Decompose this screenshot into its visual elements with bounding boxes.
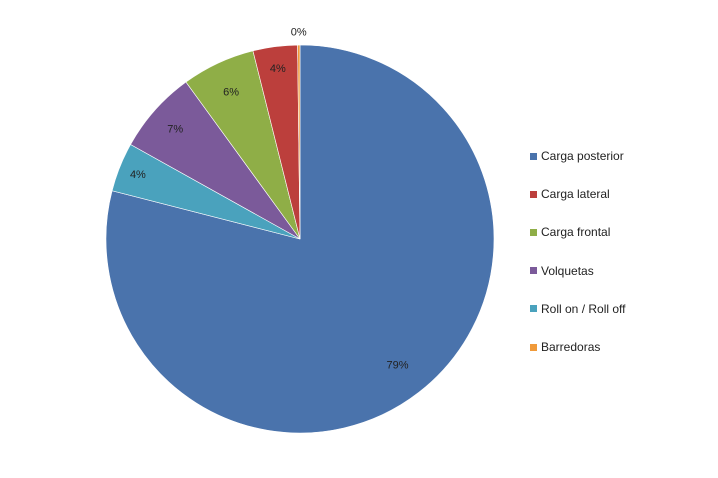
pie-data-label: 4% (130, 169, 146, 181)
pie-data-label: 0% (291, 26, 307, 38)
pie-data-label: 7% (167, 123, 183, 135)
legend-swatch (530, 343, 537, 351)
chart-legend: Carga posterior Carga lateral Carga fronta… (530, 137, 710, 366)
legend-swatch (530, 228, 537, 236)
pie-data-label: 79% (386, 360, 408, 372)
legend-label: Volquetas (541, 263, 594, 278)
legend-label: Carga frontal (541, 225, 611, 240)
legend-item: Volquetas (530, 252, 710, 290)
legend-swatch (530, 190, 537, 198)
legend-item: Carga frontal (530, 213, 710, 251)
legend-label: Barredoras (541, 340, 601, 355)
legend-swatch (530, 305, 537, 313)
pie-labels: 79% 4% 7% 6% 4% 0% (130, 26, 409, 371)
pie-slice-barredoras (297, 44, 301, 240)
pie-data-label: 6% (223, 86, 239, 98)
legend-swatch (530, 152, 537, 160)
legend-item: Barredoras (530, 328, 710, 366)
pie-slice-carga-posterior (105, 44, 495, 434)
legend-item: Carga lateral (530, 175, 710, 213)
pie-data-label: 4% (270, 63, 286, 75)
legend-label: Carga lateral (541, 187, 610, 202)
legend-item: Carga posterior (530, 137, 710, 175)
legend-label: Roll on / Roll off (541, 301, 626, 316)
legend-item: Roll on / Roll off (530, 290, 710, 328)
legend-swatch (530, 267, 537, 275)
legend-label: Carga posterior (541, 149, 624, 164)
pie-slices (105, 44, 495, 434)
